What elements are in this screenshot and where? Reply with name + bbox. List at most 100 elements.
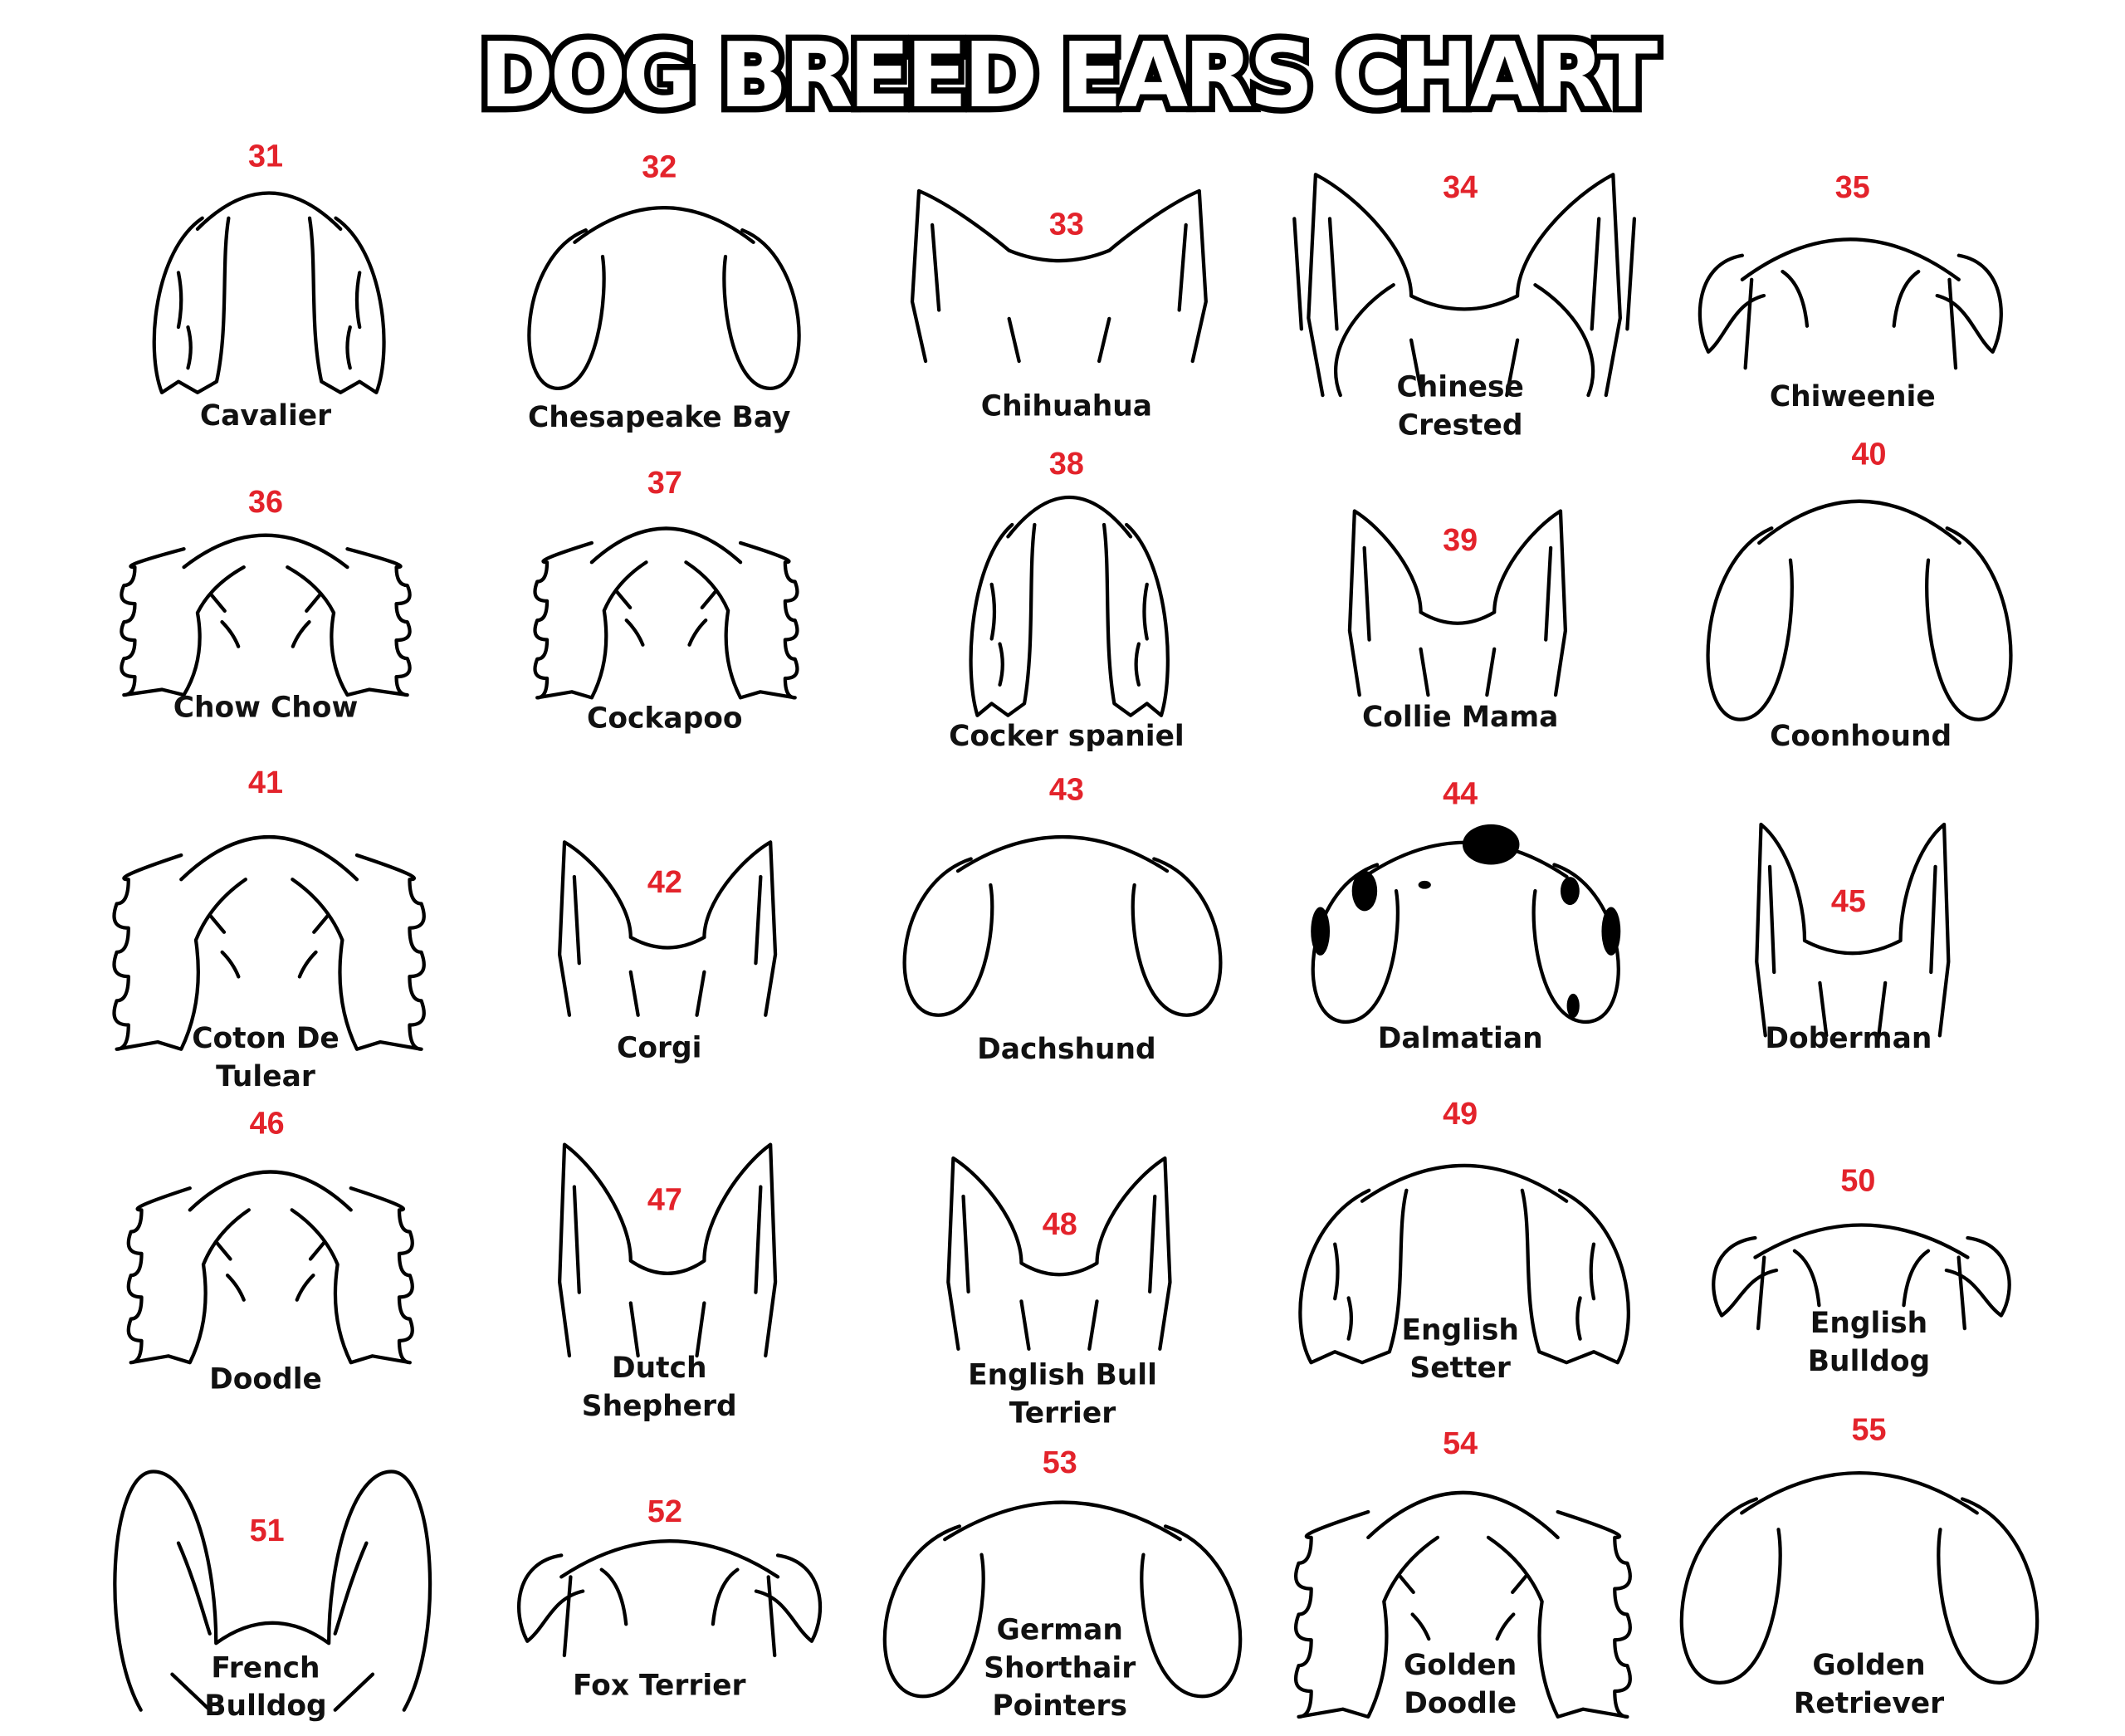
spot-mark <box>1560 877 1580 906</box>
breed-item: 32 Chesapeake Bay <box>527 149 801 434</box>
ear-illustration-icon <box>1347 509 1568 697</box>
ear-illustration-icon <box>969 496 1170 717</box>
breed-number: 32 <box>642 149 677 184</box>
breed-number: 44 <box>1443 775 1478 810</box>
breed-item: 44 Dalmatian <box>1311 775 1621 1055</box>
breed-number: 48 <box>1043 1206 1077 1241</box>
breed-name: English <box>1401 1313 1518 1347</box>
breed-name: Golden <box>1812 1649 1925 1682</box>
breed-name: Chiweenie <box>1770 380 1936 413</box>
breed-name: Bulldog <box>204 1690 326 1723</box>
breed-item: 53 German Shorthair Pointers <box>882 1445 1243 1723</box>
ear-illustration-icon <box>1698 237 2003 370</box>
breed-name: Dutch <box>612 1352 707 1385</box>
breed-name: Tulear <box>216 1060 315 1093</box>
breed-item: 45 Doberman <box>1755 822 1951 1055</box>
chart-title: DOG BREED EARS CHART <box>480 22 1658 128</box>
breed-item: 47 Dutch Shepherd <box>558 1142 778 1423</box>
breed-number: 53 <box>1043 1445 1077 1479</box>
breed-item: 55 Golden Retriever <box>1679 1412 2040 1720</box>
breed-name: Bulldog <box>1808 1345 1930 1378</box>
breed-item: 33 Chihuahua <box>910 188 1208 423</box>
breed-item: 50 English Bulldog <box>1712 1162 2011 1378</box>
breed-item: 43 Dachshund <box>902 771 1223 1066</box>
breed-item: 51 French Bulldog <box>113 1469 432 1723</box>
breed-name: Fox Terrier <box>573 1670 745 1703</box>
ear-illustration-icon <box>517 1539 823 1658</box>
breed-number: 43 <box>1049 771 1084 806</box>
breed-name: Cockapoo <box>587 702 743 735</box>
ear-illustration-icon <box>1679 1470 2040 1685</box>
breed-number: 31 <box>248 138 283 173</box>
ear-illustration-icon <box>558 840 778 1017</box>
ear-illustration-icon <box>113 1469 432 1712</box>
breed-item: 54 Golden Doodle <box>1294 1425 1632 1720</box>
spot-mark <box>1351 870 1378 912</box>
ear-illustration-icon <box>882 1500 1243 1699</box>
ear-illustration-icon <box>910 188 1208 364</box>
breed-item: 42 Corgi <box>558 840 778 1065</box>
breed-item: 38 Cocker spaniel <box>949 446 1185 753</box>
breed-item: 39 Collie Mama <box>1347 509 1568 734</box>
breed-number: 49 <box>1443 1096 1478 1131</box>
breed-name: Pointers <box>992 1690 1127 1723</box>
ear-illustration-icon <box>152 191 386 394</box>
breed-number: 34 <box>1443 169 1478 204</box>
breed-name: Shorthair <box>984 1651 1136 1685</box>
breed-item: 35 Chiweenie <box>1698 169 2003 413</box>
breed-number: 38 <box>1049 446 1084 481</box>
ear-illustration-icon <box>1298 1163 1630 1365</box>
breed-name: Chow Chow <box>173 691 359 724</box>
breed-name: Chinese <box>1396 371 1523 404</box>
ear-illustration-icon <box>1292 173 1637 398</box>
ear-illustration-icon <box>558 1142 778 1358</box>
breed-number: 45 <box>1831 883 1866 918</box>
ear-illustration-icon <box>527 206 801 390</box>
breed-name: Collie Mama <box>1362 701 1558 734</box>
breed-name: English <box>1810 1307 1927 1340</box>
breed-name: Shepherd <box>582 1390 737 1423</box>
breed-name: Crested <box>1398 409 1523 443</box>
breed-number: 37 <box>647 465 682 500</box>
breed-number: 47 <box>647 1181 682 1216</box>
breed-name: Doberman <box>1765 1022 1932 1055</box>
breed-item: 52 Fox Terrier <box>517 1494 823 1703</box>
ear-illustration-icon <box>1706 499 2013 721</box>
spot-mark <box>1311 907 1331 956</box>
breed-number: 51 <box>250 1513 285 1548</box>
breed-name: Dachshund <box>977 1033 1156 1066</box>
breed-name: Coonhound <box>1770 720 1952 753</box>
ear-illustration-icon <box>1712 1223 2011 1331</box>
breed-number: 41 <box>248 765 283 800</box>
breed-name: Golden <box>1404 1649 1517 1682</box>
breed-item: 34 Chinese Crested <box>1292 169 1637 443</box>
breed-number: 40 <box>1851 437 1886 472</box>
ear-illustration-icon <box>126 1170 414 1365</box>
breed-name: German <box>997 1613 1123 1646</box>
breed-name: Retriever <box>1794 1687 1944 1720</box>
breed-name: Terrier <box>1009 1396 1116 1430</box>
breed-name: French <box>211 1651 320 1685</box>
breed-number: 55 <box>1851 1412 1886 1447</box>
breed-number: 35 <box>1835 169 1870 204</box>
breed-item: 49 English Setter <box>1298 1096 1630 1385</box>
breed-item: 37 Cockapoo <box>533 465 799 735</box>
spot-mark <box>1601 907 1621 956</box>
breed-item: 48 English Bull Terrier <box>946 1156 1172 1430</box>
breed-number: 36 <box>248 484 283 519</box>
breed-item: 36 Chow Chow <box>120 484 412 724</box>
breed-name: Chesapeake Bay <box>528 401 790 434</box>
breed-name: Doodle <box>1404 1687 1517 1720</box>
ear-illustration-icon <box>1755 822 1951 1038</box>
spot-mark <box>1462 824 1520 865</box>
breed-name: Coton De <box>192 1022 340 1055</box>
ear-illustration-icon <box>902 835 1223 1017</box>
breed-name: Cocker spaniel <box>949 720 1185 753</box>
breed-name: Dalmatian <box>1378 1022 1543 1055</box>
breed-name: Doodle <box>209 1362 322 1396</box>
breed-item: 40 Coonhound <box>1706 437 2013 753</box>
ear-illustration-icon <box>112 835 426 1051</box>
breed-number: 52 <box>647 1494 682 1528</box>
breed-name: Corgi <box>617 1032 701 1065</box>
